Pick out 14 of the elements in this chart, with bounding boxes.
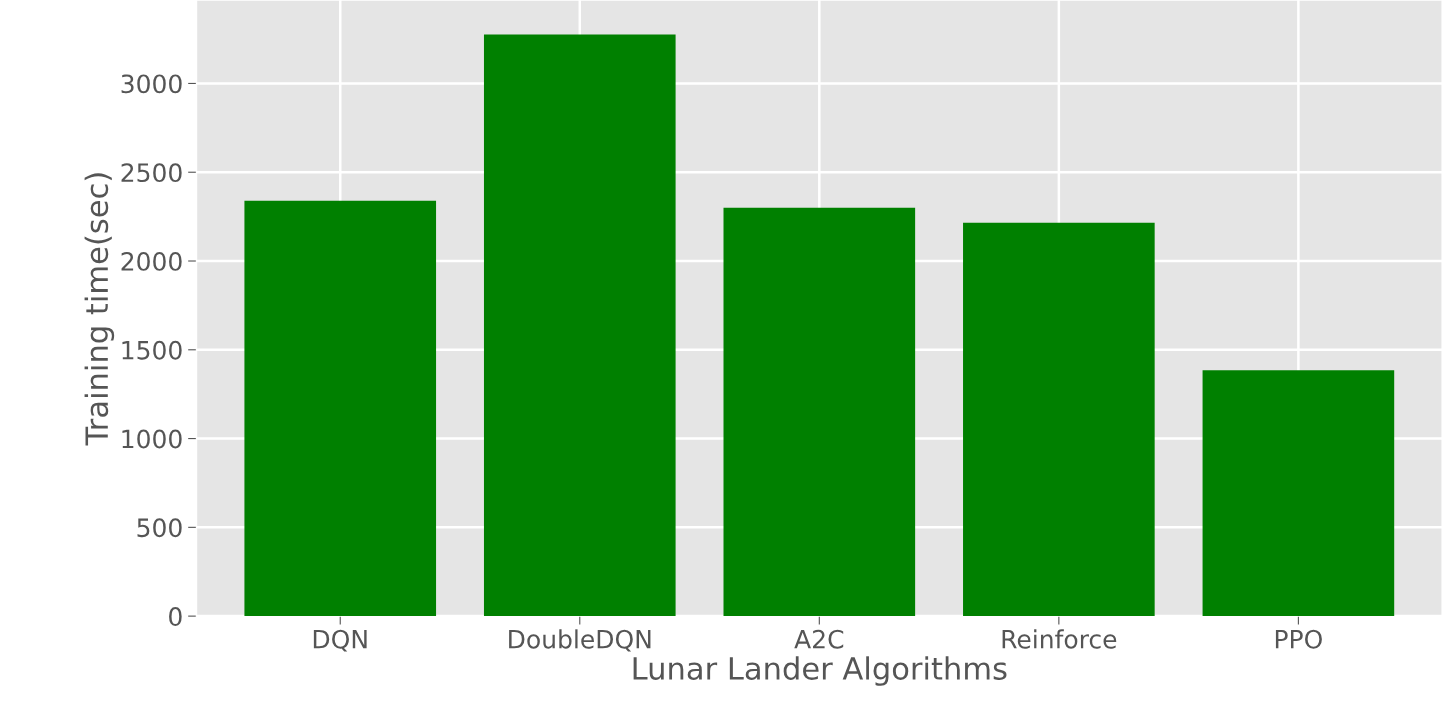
x-tick-label: DoubleDQN (509, 629, 651, 652)
y-tick-label: 2500 (121, 163, 182, 183)
x-tick-label: DQN (313, 629, 367, 652)
y-tick-label: 0 (169, 607, 182, 626)
x-tick-label: Reinforce (1002, 629, 1117, 649)
x-tick-label: A2C (794, 629, 844, 649)
x-axis-title: Lunar Lander Algorithms (633, 656, 1007, 686)
y-tick-label: 3000 (121, 74, 182, 94)
y-axis-title: Training time(sec) (84, 173, 115, 446)
y-tick-label: 1000 (122, 429, 182, 449)
y-tick-label: 2000 (121, 251, 182, 271)
x-tick-label: PPO (1275, 629, 1322, 649)
y-tick-label: 500 (137, 518, 182, 538)
y-tick-label: 1500 (122, 340, 182, 360)
